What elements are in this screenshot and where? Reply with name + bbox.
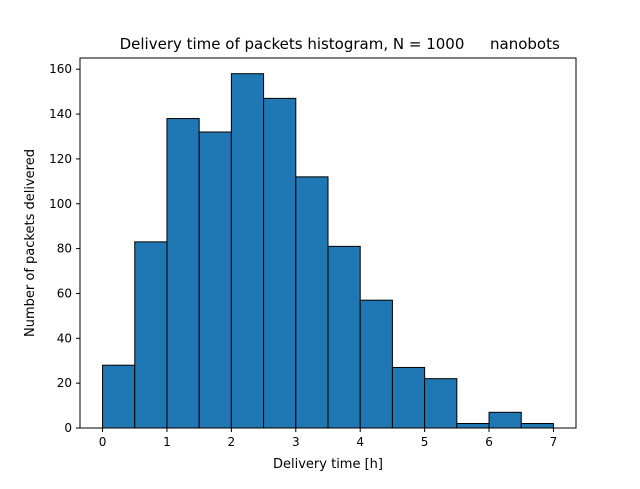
histogram-bar-5 — [263, 97, 297, 429]
x-tick-label-6: 6 — [485, 435, 493, 449]
histogram-bar-12 — [488, 411, 522, 429]
histogram-bar-4 — [230, 73, 265, 429]
histogram-bar-11 — [456, 423, 490, 429]
chart-title: Delivery time of packets histogram, N = … — [120, 35, 465, 53]
histogram-bar-1 — [134, 241, 168, 429]
y-axis-label: Number of packets delivered — [23, 149, 38, 337]
x-tick-label-4: 4 — [356, 435, 364, 449]
y-tick-label-0: 0 — [64, 421, 72, 435]
histogram-bar-2 — [166, 118, 200, 429]
y-tick-label-4: 80 — [57, 242, 72, 256]
plot-frame — [79, 57, 577, 429]
x-axis-label: Delivery time [h] — [273, 457, 383, 472]
histogram-bar-8 — [359, 299, 393, 429]
x-tick-label-0: 0 — [99, 435, 107, 449]
chart-title-suffix: nanobots — [490, 35, 560, 53]
bars-group — [102, 73, 554, 429]
x-axis-ticks: 0 1 2 3 4 5 6 7 — [99, 428, 558, 449]
y-tick-label-6: 120 — [49, 152, 72, 166]
histogram-bar-0 — [102, 364, 136, 429]
y-tick-label-7: 140 — [49, 107, 72, 121]
histogram-bar-3 — [198, 131, 232, 429]
histogram-bar-9 — [391, 366, 426, 429]
y-tick-label-3: 60 — [57, 286, 72, 300]
x-tick-label-1: 1 — [163, 435, 171, 449]
x-tick-label-2: 2 — [228, 435, 236, 449]
x-tick-label-3: 3 — [292, 435, 300, 449]
histogram-bar-13 — [520, 423, 554, 429]
histogram-bar-10 — [424, 378, 458, 429]
x-tick-label-7: 7 — [550, 435, 558, 449]
y-tick-label-1: 20 — [57, 376, 72, 390]
y-axis-ticks: 0 20 40 60 80 100 120 140 160 — [49, 62, 80, 435]
y-tick-label-2: 40 — [57, 331, 72, 345]
histogram-bar-7 — [327, 245, 361, 429]
x-tick-label-5: 5 — [421, 435, 429, 449]
histogram-bar-6 — [295, 176, 329, 429]
y-tick-label-5: 100 — [49, 197, 72, 211]
y-tick-label-8: 160 — [49, 62, 72, 76]
